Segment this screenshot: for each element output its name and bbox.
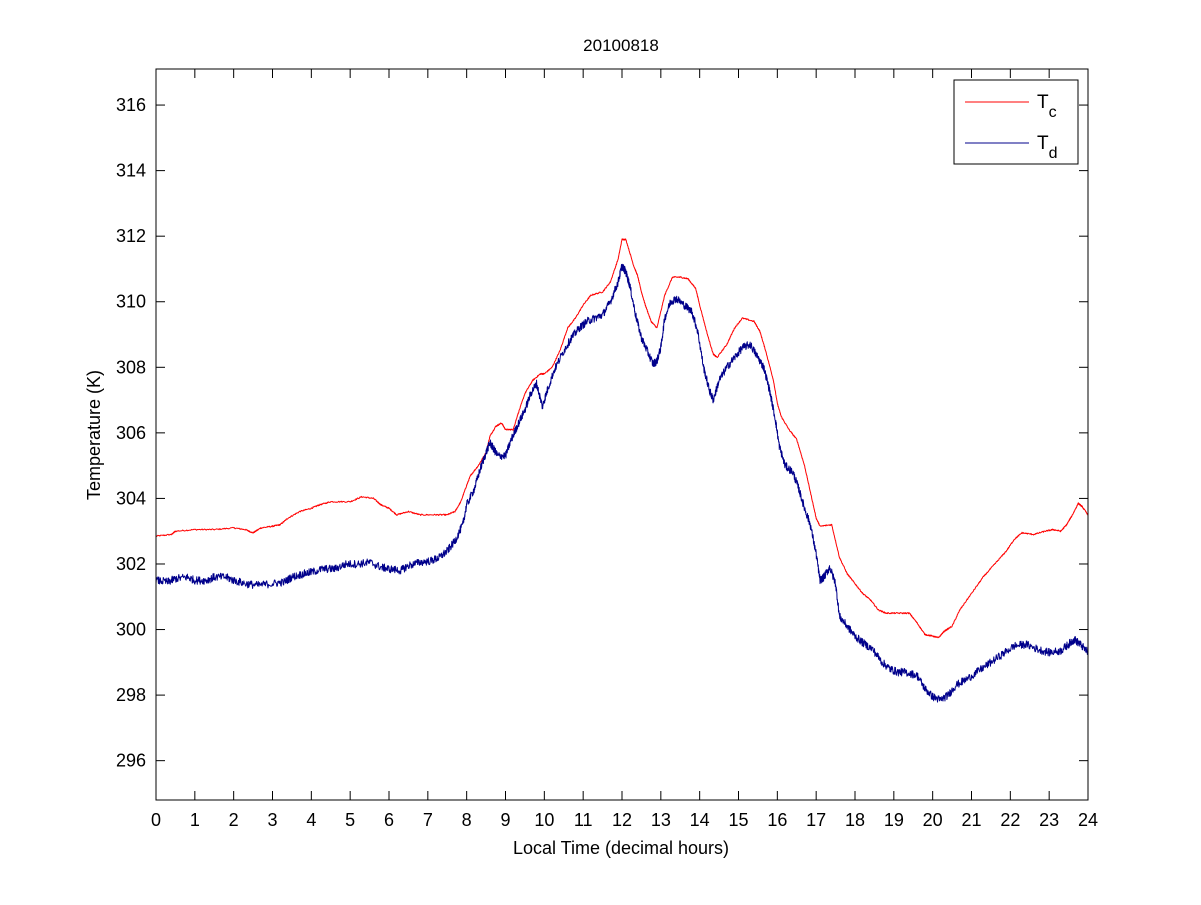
- x-tick-label: 6: [384, 810, 394, 830]
- x-tick-label: 9: [500, 810, 510, 830]
- ticks-layer: 0 1 2 3 4 5 6 7 8 9 10 11 12 13 14 15 16 17 18 19 20 21 22 23 24…: [116, 69, 1098, 830]
- x-tick-label: 13: [651, 810, 671, 830]
- x-tick-label: 20: [923, 810, 943, 830]
- y-tick-label: 296: [116, 751, 146, 771]
- legend: Tc Td: [953, 79, 1079, 165]
- y-tick-label: 316: [116, 95, 146, 115]
- x-tick-label: 3: [267, 810, 277, 830]
- x-axis-label: Local Time (decimal hours): [513, 838, 729, 858]
- x-tick-label: 17: [806, 810, 826, 830]
- x-tick-label: 22: [1000, 810, 1020, 830]
- x-tick-label: 4: [306, 810, 316, 830]
- series-line-tc: [155, 238, 1089, 639]
- y-tick-label: 298: [116, 685, 146, 705]
- x-tick-label: 23: [1039, 810, 1059, 830]
- x-tick-label: 21: [961, 810, 981, 830]
- y-tick-label: 306: [116, 423, 146, 443]
- x-tick-label: 0: [151, 810, 161, 830]
- x-tick-label: 24: [1078, 810, 1098, 830]
- y-tick-label: 310: [116, 292, 146, 312]
- x-tick-label: 7: [423, 810, 433, 830]
- y-tick-label: 308: [116, 357, 146, 377]
- x-tick-label: 11: [574, 810, 593, 830]
- y-axis-label: Temperature (K): [84, 370, 104, 500]
- x-tick-label: 12: [612, 810, 632, 830]
- x-tick-label: 18: [845, 810, 865, 830]
- legend-box: [953, 79, 1079, 165]
- x-tick-label: 14: [690, 810, 710, 830]
- y-tick-label: 300: [116, 620, 146, 640]
- legend-label-d: Td: [1037, 133, 1058, 162]
- y-tick-label: 314: [116, 161, 146, 181]
- y-tick-label: 312: [116, 226, 146, 246]
- legend-label-c: Tc: [1037, 92, 1057, 121]
- chart-title: 20100818: [583, 36, 659, 55]
- series-line-td: [155, 263, 1089, 703]
- x-tick-label: 10: [534, 810, 554, 830]
- x-tick-label: 16: [767, 810, 787, 830]
- plot-area: [156, 69, 1088, 800]
- series-layer: [155, 238, 1089, 703]
- x-tick-label: 8: [462, 810, 472, 830]
- x-tick-label: 15: [728, 810, 748, 830]
- x-tick-label: 2: [229, 810, 239, 830]
- x-tick-label: 19: [884, 810, 904, 830]
- y-tick-label: 304: [116, 488, 146, 508]
- y-tick-label: 302: [116, 554, 146, 574]
- plot-frame: [155, 68, 1089, 801]
- x-tick-label: 5: [345, 810, 355, 830]
- x-tick-label: 1: [190, 810, 200, 830]
